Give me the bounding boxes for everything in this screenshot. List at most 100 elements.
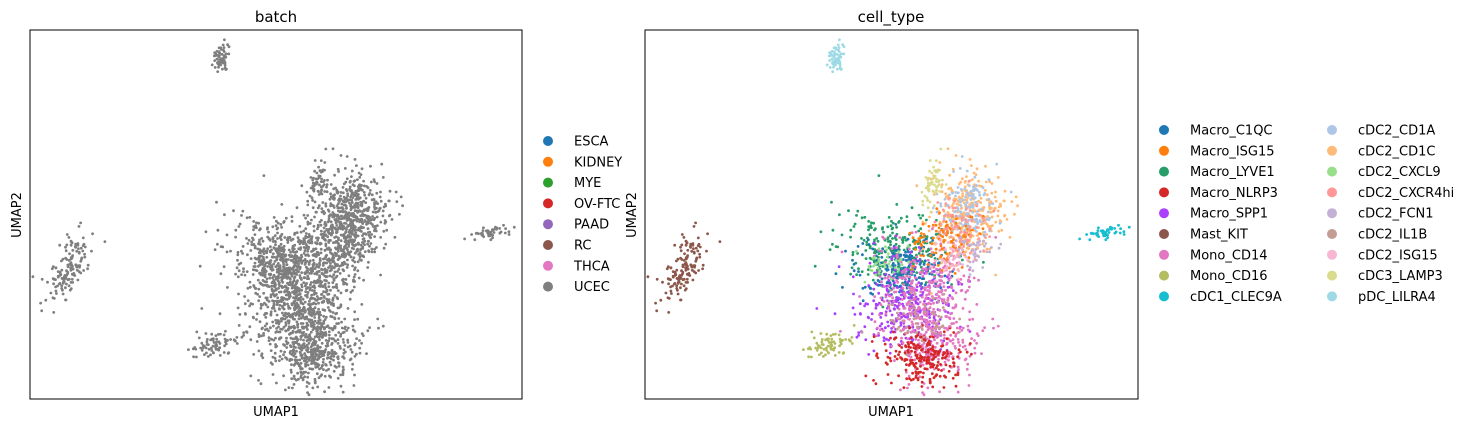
scatter-point	[907, 247, 911, 251]
scatter-point	[339, 244, 343, 248]
scatter-point	[362, 191, 366, 194]
scatter-point	[947, 273, 951, 277]
scatter-point	[1088, 238, 1092, 242]
scatter-point	[289, 370, 293, 374]
scatter-point	[215, 57, 219, 61]
scatter-point	[681, 278, 685, 282]
scatter-point	[299, 248, 302, 251]
scatter-point	[319, 251, 323, 255]
scatter-point	[335, 240, 339, 244]
scatter-point	[323, 161, 327, 164]
scatter-point	[295, 359, 298, 362]
scatter-point	[305, 190, 309, 194]
scatter-point	[695, 256, 699, 260]
scatter-point	[360, 210, 364, 213]
scatter-point	[299, 374, 303, 377]
scatter-point	[319, 279, 322, 283]
scatter-point	[1107, 231, 1111, 234]
scatter-point	[350, 169, 354, 173]
scatter-point	[382, 205, 386, 209]
scatter-point	[878, 324, 882, 328]
scatter-point	[300, 288, 304, 292]
scatter-point	[996, 209, 1000, 213]
scatter-point	[912, 287, 916, 290]
scatter-point	[77, 251, 81, 255]
scatter-point	[958, 214, 962, 218]
scatter-point	[310, 235, 314, 239]
scatter-point	[355, 215, 359, 219]
scatter-point	[253, 261, 257, 265]
scatter-point	[303, 249, 307, 253]
scatter-point	[306, 274, 310, 278]
scatter-point	[676, 257, 680, 261]
scatter-point	[284, 293, 288, 297]
scatter-point	[337, 331, 341, 334]
scatter-point	[296, 279, 299, 282]
scatter-point	[236, 250, 240, 254]
scatter-point	[470, 233, 473, 236]
scatter-point	[366, 240, 370, 243]
scatter-point	[251, 302, 255, 306]
scatter-point	[997, 229, 1001, 233]
scatter-point	[968, 342, 972, 345]
scatter-point	[489, 238, 493, 242]
scatter-point	[916, 377, 920, 380]
scatter-point	[979, 201, 983, 205]
scatter-point	[286, 286, 290, 290]
scatter-point	[825, 332, 829, 336]
scatter-point	[318, 327, 322, 330]
scatter-point	[829, 345, 832, 349]
scatter-point	[298, 306, 302, 310]
scatter-point	[206, 343, 210, 346]
scatter-point	[666, 265, 670, 268]
scatter-point	[336, 338, 340, 341]
scatter-point	[274, 224, 278, 228]
scatter-point	[272, 284, 276, 288]
scatter-point	[237, 225, 241, 228]
scatter-point	[223, 38, 226, 42]
scatter-point	[260, 354, 263, 357]
scatter-point	[321, 335, 325, 338]
scatter-point	[929, 302, 933, 306]
scatter-point	[355, 164, 358, 168]
scatter-point	[935, 366, 938, 370]
scatter-point	[262, 252, 266, 256]
scatter-point	[901, 328, 905, 332]
scatter-point	[320, 296, 323, 300]
scatter-point	[924, 348, 928, 352]
scatter-point	[880, 277, 884, 281]
scatter-point	[284, 311, 287, 315]
scatter-point	[873, 320, 877, 324]
scatter-point	[271, 237, 275, 241]
scatter-point	[377, 209, 381, 213]
scatter-point	[971, 211, 974, 214]
scatter-point	[319, 331, 323, 335]
scatter-point	[272, 306, 276, 310]
scatter-point	[910, 349, 913, 353]
scatter-point	[806, 347, 810, 351]
scatter-point	[893, 359, 896, 362]
scatter-point	[385, 228, 389, 232]
scatter-point	[324, 339, 328, 342]
legend-label: KIDNEY	[574, 155, 622, 170]
scatter-point	[282, 265, 285, 268]
scatter-point	[281, 317, 284, 320]
scatter-point	[290, 353, 294, 356]
scatter-point	[366, 266, 370, 269]
scatter-point	[673, 270, 677, 274]
scatter-point	[886, 268, 890, 272]
scatter-point	[950, 283, 953, 286]
scatter-point	[299, 371, 303, 375]
scatter-point	[837, 351, 841, 354]
scatter-point	[298, 259, 301, 263]
scatter-point	[319, 191, 323, 195]
scatter-point	[877, 252, 881, 256]
scatter-point	[948, 364, 952, 368]
scatter-point	[64, 256, 67, 260]
scatter-point	[1008, 235, 1012, 239]
scatter-point	[828, 59, 832, 62]
scatter-point	[220, 52, 224, 56]
scatter-point	[320, 366, 323, 370]
scatter-point	[947, 278, 951, 282]
scatter-point	[924, 283, 927, 287]
